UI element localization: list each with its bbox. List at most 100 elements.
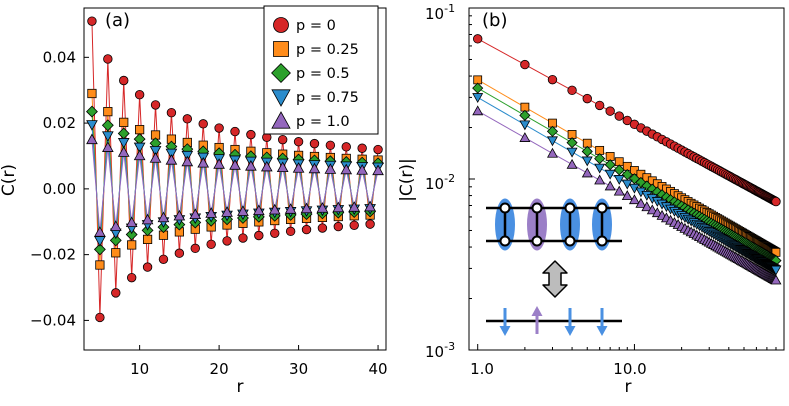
data-point	[190, 243, 200, 254]
data-point	[646, 204, 658, 215]
data-point	[349, 220, 359, 231]
ladder-site	[499, 235, 511, 247]
data-point	[253, 204, 265, 216]
data-point	[142, 262, 153, 272]
data-point	[205, 207, 217, 218]
data-point	[237, 205, 249, 216]
panel-b-ytick-label: 10-3	[425, 340, 455, 361]
data-point	[270, 228, 280, 239]
spin-down-arrow-icon	[499, 308, 511, 336]
legend-marker	[271, 111, 291, 129]
spin-arrows	[499, 306, 608, 336]
data-point	[119, 75, 129, 86]
data-point	[621, 169, 633, 181]
data-point	[325, 140, 336, 151]
data-point	[245, 160, 257, 171]
legend-marker	[273, 17, 289, 33]
data-point	[189, 208, 202, 219]
data-point	[173, 209, 186, 221]
data-point	[317, 223, 328, 233]
panel-a-ytick-label: 0.02	[43, 114, 76, 132]
ytick-exp: -3	[444, 340, 455, 353]
data-point	[254, 230, 264, 241]
data-point	[133, 149, 146, 161]
panel-b-xtick-label: 1.0	[470, 360, 494, 378]
data-point	[86, 133, 98, 145]
data-point	[604, 169, 616, 180]
data-point	[268, 203, 281, 215]
data-point	[111, 288, 121, 298]
legend-label-p0: p = 0	[296, 18, 336, 34]
data-point	[181, 155, 194, 167]
panel-a-label: (a)	[105, 10, 130, 31]
data-point	[141, 213, 154, 225]
panel-a-xtick-label: 30	[289, 360, 308, 378]
double-arrow-icon	[542, 260, 568, 298]
data-point	[117, 146, 130, 157]
data-point	[103, 107, 113, 117]
legend-marker	[273, 41, 289, 57]
data-point	[276, 161, 289, 173]
panel-b-ticks	[469, 7, 785, 351]
series-p075	[472, 93, 782, 276]
data-point	[174, 248, 185, 258]
data-point	[357, 143, 367, 153]
data-point	[101, 119, 114, 132]
data-point	[566, 137, 578, 149]
data-point	[119, 117, 129, 127]
data-point	[135, 125, 145, 135]
data-point	[472, 82, 484, 94]
panel-b-ytick-label: 10-2	[425, 172, 455, 193]
data-point	[604, 180, 616, 191]
spin-head	[564, 326, 576, 336]
ladder-chain-inset	[486, 198, 622, 336]
ladder-site	[564, 235, 576, 247]
legend-label-p025: p = 0.25	[296, 42, 359, 58]
data-point	[284, 203, 297, 214]
data-point	[340, 163, 353, 175]
data-point	[117, 127, 130, 140]
panel-a-xlabel: r	[237, 377, 244, 397]
legend-marker	[271, 89, 291, 107]
data-point	[566, 158, 578, 169]
data-point	[594, 100, 605, 111]
data-point	[622, 115, 632, 126]
data-point	[604, 159, 616, 171]
data-point	[594, 174, 606, 185]
data-point	[260, 160, 273, 172]
data-point	[206, 239, 216, 250]
panel-a-series	[86, 16, 384, 323]
panel-b-series	[472, 34, 782, 285]
ytick-exp: -2	[444, 172, 455, 185]
data-point	[93, 243, 106, 256]
ladder-rungs	[499, 202, 608, 247]
spin-down-arrow-icon	[564, 308, 576, 336]
data-point	[472, 93, 484, 104]
data-point	[142, 234, 153, 244]
data-point	[613, 185, 625, 196]
rung-ovals	[495, 198, 612, 251]
data-point	[285, 226, 296, 237]
data-point	[125, 228, 138, 241]
panel-a-ytick-label: 0.00	[43, 180, 76, 198]
data-point	[309, 138, 320, 149]
data-point	[356, 164, 368, 175]
data-point	[166, 107, 177, 118]
data-point	[86, 105, 98, 118]
data-point	[547, 136, 558, 147]
panel-a-ticks: 10 20 30 40 −0.04 −0.02 0.00 0.02 0.04	[30, 48, 388, 378]
ladder-site	[596, 235, 608, 247]
data-point	[332, 201, 345, 213]
data-point	[165, 148, 178, 160]
data-point	[221, 206, 233, 217]
legend-markers	[271, 17, 291, 129]
data-point	[316, 202, 329, 213]
ladder-site	[531, 202, 543, 214]
data-point	[86, 120, 98, 131]
spin-down-arrow-icon	[596, 308, 608, 336]
data-point	[519, 132, 531, 142]
data-point	[520, 59, 530, 70]
data-point	[547, 74, 558, 85]
data-point	[770, 274, 782, 285]
